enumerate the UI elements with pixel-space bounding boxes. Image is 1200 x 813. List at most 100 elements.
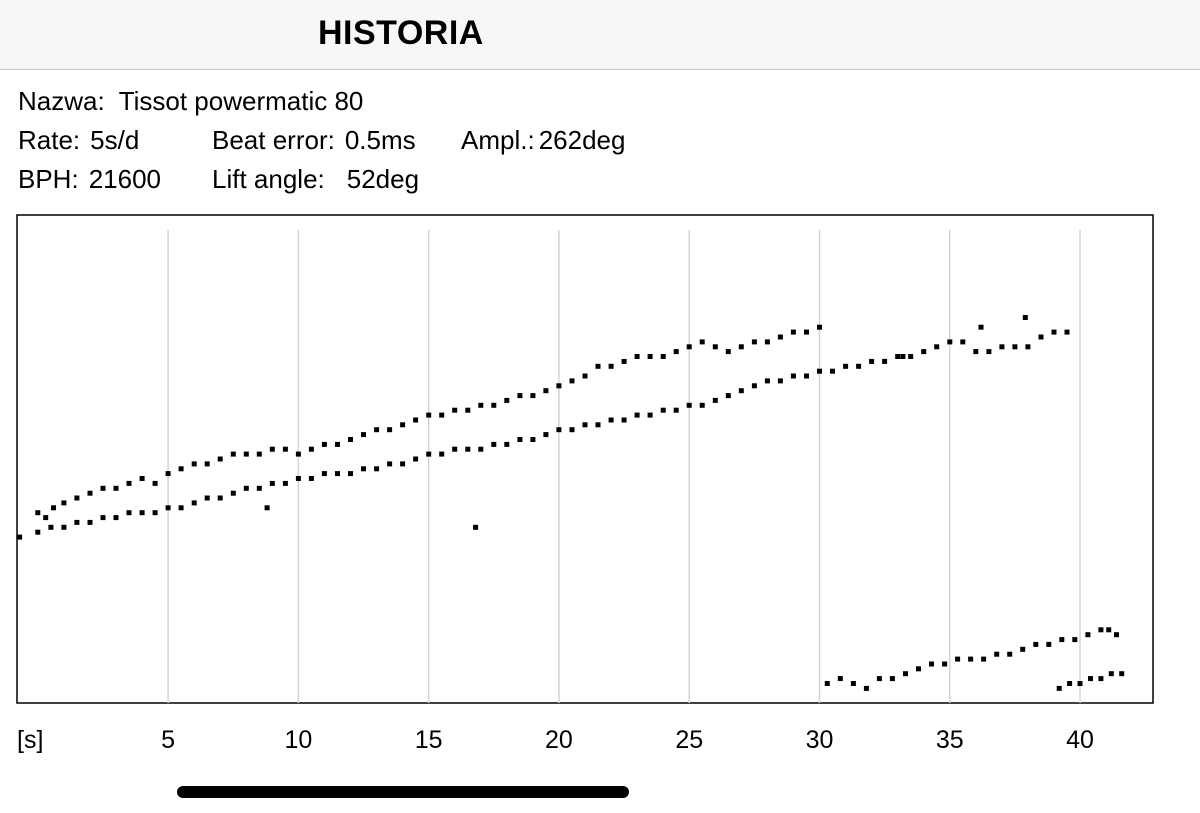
data-point [465, 446, 471, 452]
data-point [608, 417, 614, 423]
x-axis-label: [s] [17, 726, 43, 754]
data-point [569, 427, 575, 433]
data-point [595, 363, 601, 369]
data-point [243, 485, 249, 491]
data-point [660, 354, 666, 359]
x-tick-label: 20 [545, 726, 573, 754]
data-point [465, 407, 471, 413]
data-point [981, 656, 987, 662]
bph-row: BPH: 21600 [18, 164, 161, 195]
name-value: Tissot powermatic 80 [118, 86, 364, 116]
data-point [699, 402, 705, 408]
data-point [738, 388, 744, 394]
data-point [413, 456, 419, 462]
data-points [17, 315, 1125, 691]
data-point [882, 358, 888, 364]
data-point [850, 681, 856, 686]
data-point [126, 510, 132, 516]
data-point [876, 676, 882, 682]
grid-lines [167, 230, 1081, 703]
data-point [17, 534, 23, 540]
data-point [543, 388, 549, 394]
data-point [817, 324, 822, 330]
data-point [256, 451, 262, 457]
data-point [43, 515, 49, 521]
data-point [204, 495, 210, 501]
data-point [74, 495, 80, 501]
data-point [269, 480, 275, 486]
data-point [361, 466, 366, 472]
data-point [634, 354, 640, 359]
data-point [900, 354, 906, 359]
home-indicator [177, 786, 629, 798]
rate-row: Rate: 5s/d [18, 125, 139, 156]
data-point [126, 480, 132, 486]
amplitude-label: Ampl.: [461, 125, 535, 155]
x-tick-labels: 5 10 15 20 25 30 35 40 [161, 726, 1094, 754]
data-point [61, 500, 67, 506]
data-point [1098, 676, 1104, 682]
data-point [491, 441, 497, 447]
data-point [647, 412, 653, 418]
data-point [178, 505, 184, 511]
data-point [777, 378, 783, 384]
data-point [837, 676, 843, 682]
data-point [87, 490, 93, 496]
data-point [955, 656, 961, 662]
data-point [48, 524, 54, 530]
data-point [361, 432, 366, 438]
x-tick-label: 30 [806, 726, 834, 754]
data-point [504, 397, 510, 403]
data-point [686, 344, 692, 350]
data-point [387, 461, 393, 467]
data-point [582, 422, 588, 428]
x-tick-label: 35 [936, 726, 964, 754]
data-point [517, 393, 523, 399]
data-point [1033, 641, 1039, 647]
data-point [817, 368, 822, 374]
data-point [165, 505, 171, 511]
data-point [439, 412, 445, 418]
amplitude-value: 262deg [538, 125, 626, 155]
data-point [204, 461, 210, 467]
data-point [725, 349, 731, 355]
data-point [387, 427, 393, 433]
data-point [61, 524, 67, 530]
data-point [1046, 641, 1052, 647]
data-point [308, 476, 314, 481]
beat-error-value: 0.5ms [344, 125, 416, 155]
data-point [1059, 637, 1065, 643]
data-point [777, 334, 783, 340]
lift-angle-label: Lift angle: [212, 164, 325, 194]
data-point [491, 402, 497, 408]
data-point [256, 485, 262, 491]
data-point [1114, 632, 1119, 638]
data-point [621, 417, 627, 423]
data-point [335, 441, 340, 447]
data-point [863, 685, 869, 691]
data-point [903, 671, 908, 677]
data-point [1085, 632, 1091, 638]
data-point [1051, 329, 1057, 335]
data-point [751, 339, 757, 345]
data-point [942, 661, 948, 667]
data-point [264, 505, 270, 511]
data-point [230, 490, 236, 496]
data-point [869, 358, 875, 364]
data-point [321, 471, 327, 477]
data-point [295, 451, 301, 457]
data-point [35, 529, 41, 535]
x-tick-label: 15 [415, 726, 443, 754]
data-point [152, 510, 158, 516]
data-point [608, 363, 614, 369]
data-point [686, 402, 692, 408]
data-point [51, 505, 56, 511]
data-point [113, 485, 119, 491]
data-point [100, 485, 106, 491]
data-point [348, 437, 353, 442]
data-point [165, 471, 171, 477]
data-point [947, 339, 953, 345]
data-point [960, 339, 966, 345]
data-point [916, 666, 921, 672]
